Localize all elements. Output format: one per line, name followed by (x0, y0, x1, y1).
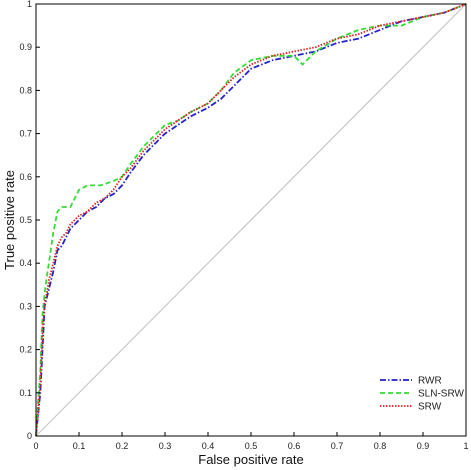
y-tick-label: 1 (27, 0, 32, 9)
y-tick-label: 0.1 (19, 388, 32, 398)
y-tick-label: 0.2 (19, 345, 32, 355)
x-tick-label: 0.1 (73, 441, 86, 451)
x-tick-label: 0.4 (202, 441, 215, 451)
y-tick-label: 0.8 (19, 85, 32, 95)
x-axis: 0 0.1 0.2 0.3 0.4 0.5 0.6 0.7 0.8 0.9 1 (33, 432, 469, 451)
y-tick-label: 0.7 (19, 129, 32, 139)
x-tick-label: 0.5 (245, 441, 258, 451)
reference-line-layer (35, 3, 467, 437)
y-tick-label: 0.5 (19, 215, 32, 225)
x-tick-label: 1 (463, 441, 468, 451)
x-tick-label: 0.3 (159, 441, 172, 451)
legend-label: RWR (418, 376, 442, 387)
series-layer (35, 3, 467, 437)
x-axis-label: False positive rate (198, 452, 304, 467)
legend-label: SRW (418, 402, 442, 413)
legend: RWR SLN-SRW SRW (376, 368, 464, 416)
reference-diagonal-line (35, 3, 467, 437)
series-line-srw (35, 3, 467, 437)
x-tick-label: 0.8 (374, 441, 387, 451)
y-axis: 0 0.1 0.2 0.3 0.4 0.5 0.6 0.7 0.8 0.9 1 (19, 0, 40, 441)
y-tick-label: 0.6 (19, 172, 32, 182)
y-axis-label: True positive rate (2, 170, 17, 270)
x-tick-label: 0.6 (288, 441, 301, 451)
y-tick-label: 0 (27, 431, 32, 441)
x-tick-label: 0.2 (116, 441, 129, 451)
x-tick-label: 0.7 (331, 441, 344, 451)
y-tick-label: 0.4 (19, 258, 32, 268)
x-tick-label: 0 (33, 441, 38, 451)
x-tick-label: 0.9 (417, 441, 430, 451)
y-tick-label: 0.3 (19, 301, 32, 311)
legend-label: SLN-SRW (418, 389, 464, 400)
series-line-rwr (35, 3, 467, 437)
y-tick-label: 0.9 (19, 42, 32, 52)
legend-box (376, 368, 460, 416)
series-line-sln-srw (35, 3, 467, 437)
